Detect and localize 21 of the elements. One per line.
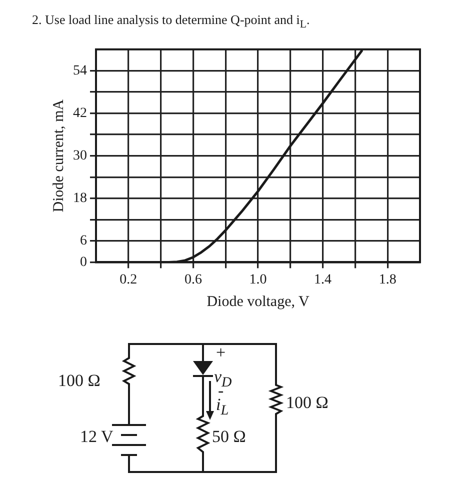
text: 50 Ω <box>212 427 246 446</box>
text: 100 Ω <box>286 393 328 412</box>
y-tick-label: 0 <box>80 254 87 270</box>
x-tick-label: 1.8 <box>378 272 396 288</box>
x-tick-label: 1.0 <box>249 272 267 288</box>
y-tick-label: 42 <box>73 106 87 121</box>
y-axis-title: Diode current, mA <box>50 99 67 212</box>
text: + <box>216 343 226 362</box>
x-axis-title: Diode voltage, V <box>206 294 310 310</box>
y-tick-label: 30 <box>73 148 87 164</box>
x-tick-label: 1.4 <box>314 272 332 288</box>
y-tick-label: 6 <box>80 234 87 249</box>
y-tick-label: 18 <box>73 191 87 206</box>
text: v$_{D}$ <box>214 367 232 390</box>
text: 100 Ω <box>58 371 100 390</box>
x-tick-label: 0.2 <box>120 272 138 288</box>
x-tick-label: 0.6 <box>184 272 202 288</box>
y-tick-label: 54 <box>73 63 87 78</box>
text: i$_{L}$ <box>216 395 229 418</box>
text: 12 V <box>80 427 114 446</box>
chart-title: 2. Use load line analysis to determine Q-point and i$_{L}$. <box>32 12 310 31</box>
